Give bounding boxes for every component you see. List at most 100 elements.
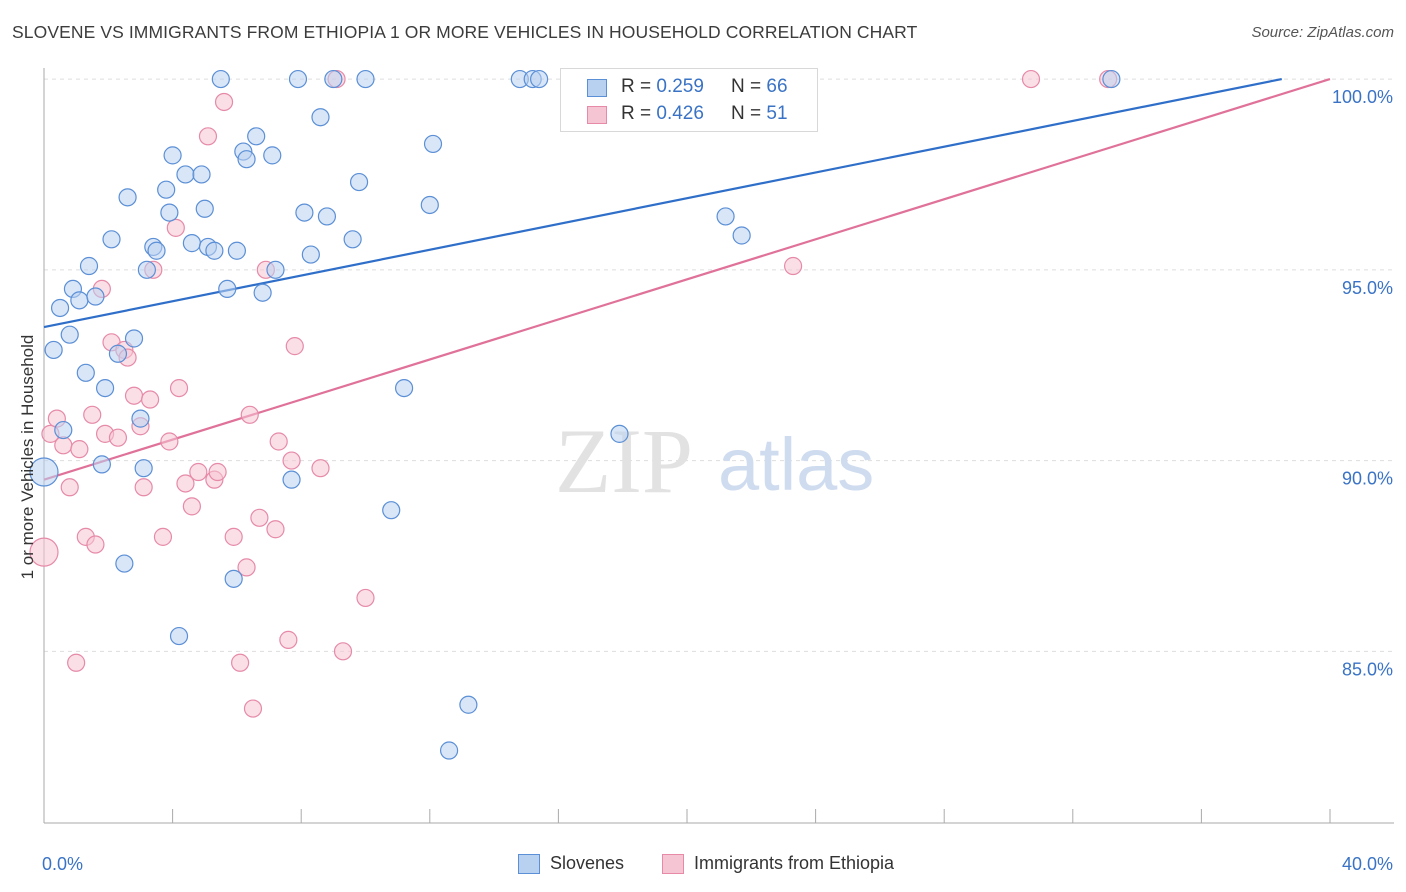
data-point-slovenes — [237, 150, 256, 169]
correlation-legend: R = 0.259 N = 66 R = 0.426 N = 51 — [560, 68, 818, 132]
data-point-ethiopia — [240, 405, 259, 424]
data-point-slovenes — [79, 256, 99, 276]
data-point-ethiopia — [783, 256, 803, 276]
y-tick-label: 95.0% — [1342, 278, 1393, 298]
data-point-ethiopia — [208, 462, 227, 482]
data-point-ethiopia — [282, 451, 301, 470]
data-point-slovenes — [394, 378, 414, 398]
watermark: ZIP atlas — [555, 410, 874, 512]
legend-r-ethiopia: R = 0.426 — [621, 103, 704, 124]
data-point-slovenes — [732, 226, 751, 245]
data-point-slovenes — [157, 180, 176, 199]
data-point-slovenes — [317, 207, 337, 226]
series-legend: Slovenes Immigrants from Ethiopia — [0, 852, 1406, 876]
x-tick-label: 0.0% — [42, 854, 83, 874]
data-point-ethiopia — [67, 653, 86, 672]
legend-swatch-slovenes — [587, 79, 607, 97]
points-ethiopia — [29, 69, 1118, 718]
data-point-slovenes — [253, 283, 272, 302]
data-point-slovenes — [131, 409, 150, 428]
series-label-ethiopia: Immigrants from Ethiopia — [694, 853, 895, 873]
watermark-zip: ZIP — [555, 410, 693, 512]
chart-title: SLOVENE VS IMMIGRANTS FROM ETHIOPIA 1 OR… — [12, 22, 918, 42]
y-tick-label: 85.0% — [1342, 659, 1393, 679]
tick-label-layer: 100.0% 95.0% 90.0% 85.0% 0.0% 40.0% — [42, 87, 1393, 874]
data-point-ethiopia — [269, 432, 288, 451]
legend-n-ethiopia: N = 51 — [731, 103, 788, 124]
data-point-slovenes — [147, 241, 166, 260]
data-point-ethiopia — [237, 558, 256, 577]
data-point-slovenes — [60, 325, 79, 344]
data-point-slovenes — [324, 69, 343, 89]
data-point-slovenes — [124, 329, 144, 348]
data-point-slovenes — [163, 146, 182, 165]
data-point-ethiopia — [243, 699, 263, 718]
data-point-slovenes — [118, 188, 137, 207]
data-point-slovenes — [382, 501, 401, 520]
data-point-ethiopia — [83, 405, 102, 424]
data-point-slovenes — [227, 241, 246, 260]
data-point-slovenes — [423, 134, 443, 154]
data-point-slovenes — [282, 470, 301, 489]
data-point-slovenes — [439, 741, 459, 760]
data-point-ethiopia — [250, 508, 269, 527]
data-point-ethiopia — [166, 218, 185, 237]
y-tick-label: 90.0% — [1342, 469, 1393, 489]
y-tick-label: 100.0% — [1332, 87, 1393, 107]
data-point-slovenes — [95, 378, 115, 398]
data-point-slovenes — [192, 165, 211, 184]
data-point-slovenes — [160, 203, 179, 222]
data-point-ethiopia — [279, 630, 298, 649]
watermark-atlas: atlas — [718, 423, 874, 506]
data-point-ethiopia — [333, 642, 353, 661]
data-point-ethiopia — [29, 537, 59, 567]
data-point-slovenes — [44, 340, 63, 360]
data-point-slovenes — [102, 230, 121, 249]
x-tick-label: 40.0% — [1342, 854, 1393, 874]
data-point-slovenes — [115, 554, 134, 573]
data-point-slovenes — [247, 127, 266, 146]
data-point-ethiopia — [266, 520, 285, 539]
source-label: Source: ZipAtlas.com — [1251, 24, 1394, 41]
data-point-slovenes — [70, 291, 89, 310]
data-point-slovenes — [295, 203, 314, 222]
legend-row-ethiopia: R = 0.426 N = 51 — [561, 102, 817, 128]
data-point-slovenes — [266, 260, 285, 279]
series-swatch-ethiopia — [662, 854, 684, 874]
data-point-slovenes — [108, 344, 128, 363]
data-point-slovenes — [76, 363, 95, 382]
legend-r-slovenes: R = 0.259 — [621, 76, 704, 97]
data-point-ethiopia — [198, 127, 218, 146]
data-point-slovenes — [1102, 69, 1121, 89]
data-point-slovenes — [86, 287, 105, 306]
data-point-ethiopia — [182, 497, 201, 516]
data-point-slovenes — [288, 69, 308, 89]
y-axis-label: 1 or more Vehicles in Household — [18, 334, 37, 580]
legend-row-slovenes: R = 0.259 N = 66 — [561, 75, 817, 101]
data-point-slovenes — [356, 69, 375, 89]
data-point-slovenes — [205, 241, 224, 260]
data-point-ethiopia — [169, 378, 189, 398]
data-point-slovenes — [211, 69, 230, 89]
data-point-ethiopia — [160, 432, 179, 451]
data-point-slovenes — [343, 230, 362, 249]
data-point-ethiopia — [124, 386, 144, 405]
legend-swatch-ethiopia — [587, 106, 607, 124]
data-point-ethiopia — [189, 462, 208, 482]
data-point-slovenes — [459, 695, 478, 714]
data-point-slovenes — [224, 569, 243, 588]
data-point-slovenes — [218, 279, 237, 298]
data-point-slovenes — [195, 199, 214, 218]
data-point-slovenes — [29, 457, 59, 487]
data-point-slovenes — [301, 245, 320, 264]
data-point-slovenes — [349, 172, 369, 192]
data-point-slovenes — [134, 459, 153, 478]
data-point-slovenes — [610, 424, 629, 443]
data-point-slovenes — [92, 455, 111, 474]
data-point-slovenes — [176, 165, 195, 184]
data-point-slovenes — [263, 146, 282, 165]
data-point-ethiopia — [134, 478, 153, 497]
data-point-ethiopia — [176, 474, 195, 493]
points-slovenes — [29, 69, 1121, 760]
